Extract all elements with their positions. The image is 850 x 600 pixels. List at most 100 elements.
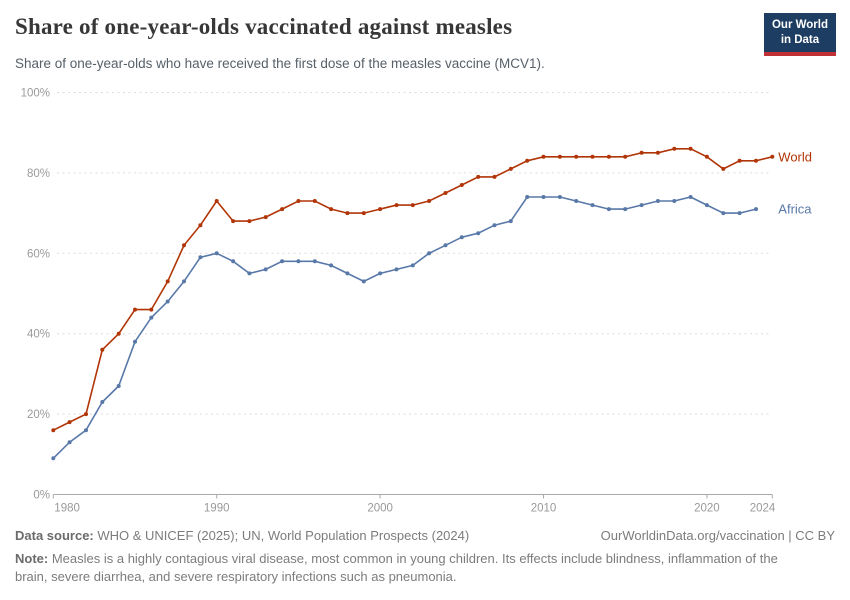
data-point-world[interactable]: [443, 191, 448, 195]
data-point-world[interactable]: [51, 428, 56, 433]
data-point-africa[interactable]: [590, 203, 595, 208]
data-point-world[interactable]: [606, 154, 611, 159]
data-point-world[interactable]: [770, 154, 775, 159]
data-point-africa[interactable]: [280, 259, 285, 264]
data-point-africa[interactable]: [443, 243, 448, 248]
series-line-africa[interactable]: [52, 196, 757, 459]
data-point-africa[interactable]: [427, 251, 432, 256]
data-point-africa[interactable]: [198, 255, 203, 260]
data-point-world[interactable]: [116, 331, 121, 336]
data-point-world[interactable]: [574, 154, 579, 159]
data-point-africa[interactable]: [247, 271, 252, 276]
owid-logo[interactable]: Our World in Data: [763, 13, 836, 56]
data-point-world[interactable]: [214, 199, 219, 203]
data-point-world[interactable]: [100, 347, 105, 352]
data-point-africa[interactable]: [623, 207, 628, 212]
data-point-africa[interactable]: [345, 271, 350, 276]
data-point-africa[interactable]: [476, 231, 481, 236]
data-point-world[interactable]: [655, 150, 660, 155]
data-point-africa[interactable]: [133, 339, 137, 344]
data-point-world[interactable]: [590, 154, 595, 159]
data-point-africa[interactable]: [182, 279, 186, 284]
data-point-africa[interactable]: [67, 440, 72, 445]
data-point-africa[interactable]: [394, 267, 399, 272]
data-point-world[interactable]: [280, 207, 285, 212]
data-point-world[interactable]: [263, 215, 268, 220]
data-point-world[interactable]: [296, 199, 301, 203]
data-point-world[interactable]: [623, 154, 628, 159]
data-point-world[interactable]: [133, 307, 137, 312]
data-point-world[interactable]: [231, 219, 236, 224]
data-point-world[interactable]: [704, 154, 709, 159]
data-point-africa[interactable]: [296, 259, 301, 264]
data-point-africa[interactable]: [410, 263, 415, 268]
data-point-world[interactable]: [639, 150, 644, 155]
data-point-world[interactable]: [459, 183, 464, 187]
data-point-africa[interactable]: [459, 235, 464, 240]
data-point-world[interactable]: [198, 223, 203, 228]
data-point-africa[interactable]: [525, 195, 530, 199]
data-point-world[interactable]: [345, 211, 350, 216]
y-tick-label: 60%: [27, 248, 50, 260]
data-point-africa[interactable]: [378, 271, 383, 276]
data-point-world[interactable]: [754, 158, 758, 163]
data-point-world[interactable]: [492, 174, 497, 179]
data-point-world[interactable]: [410, 203, 415, 208]
data-source-text: WHO & UNICEF (2025); UN, World Populatio…: [93, 528, 470, 543]
data-point-africa[interactable]: [361, 279, 366, 284]
data-point-africa[interactable]: [541, 195, 546, 199]
data-point-africa[interactable]: [100, 400, 105, 404]
data-point-africa[interactable]: [312, 259, 317, 264]
data-point-africa[interactable]: [231, 259, 236, 264]
data-point-africa[interactable]: [165, 299, 170, 304]
data-point-world[interactable]: [557, 154, 562, 159]
data-point-africa[interactable]: [639, 203, 644, 208]
data-point-world[interactable]: [378, 207, 383, 212]
data-point-world[interactable]: [67, 420, 72, 425]
data-point-world[interactable]: [247, 219, 252, 224]
data-point-world[interactable]: [672, 146, 677, 151]
data-point-africa[interactable]: [263, 267, 268, 272]
data-point-africa[interactable]: [84, 428, 88, 433]
data-point-world[interactable]: [312, 199, 317, 203]
data-point-africa[interactable]: [704, 203, 709, 208]
data-point-world[interactable]: [476, 174, 481, 179]
data-point-africa[interactable]: [688, 195, 693, 199]
data-point-world[interactable]: [149, 307, 154, 312]
data-point-world[interactable]: [541, 154, 546, 159]
data-point-world[interactable]: [525, 158, 530, 163]
data-point-africa[interactable]: [214, 251, 219, 256]
data-point-africa[interactable]: [557, 195, 562, 199]
data-point-world[interactable]: [508, 166, 513, 171]
data-point-world[interactable]: [688, 146, 693, 151]
y-tick-label: 0%: [33, 490, 50, 502]
data-point-world[interactable]: [361, 211, 366, 216]
data-point-africa[interactable]: [606, 207, 611, 212]
owid-credit-link[interactable]: OurWorldinData.org/vaccination | CC BY: [600, 528, 835, 543]
chart-subtitle: Share of one-year-olds who have received…: [15, 56, 545, 71]
data-point-africa[interactable]: [149, 315, 154, 320]
data-point-africa[interactable]: [721, 211, 726, 216]
data-point-world[interactable]: [182, 243, 186, 248]
data-point-africa[interactable]: [492, 223, 497, 228]
data-point-africa[interactable]: [737, 211, 742, 216]
data-point-world[interactable]: [737, 158, 742, 163]
data-point-africa[interactable]: [655, 199, 660, 203]
data-point-world[interactable]: [84, 412, 88, 417]
data-point-africa[interactable]: [574, 199, 579, 203]
series-line-world[interactable]: [52, 148, 773, 431]
data-point-world[interactable]: [394, 203, 399, 208]
data-point-africa[interactable]: [672, 199, 677, 203]
data-point-africa[interactable]: [754, 207, 758, 212]
y-tick-label: 20%: [27, 409, 50, 421]
note-text: Measles is a highly contagious viral dis…: [15, 551, 778, 585]
data-point-africa[interactable]: [51, 456, 56, 461]
data-point-world[interactable]: [329, 207, 334, 212]
data-point-africa[interactable]: [508, 219, 513, 224]
data-point-world[interactable]: [165, 279, 170, 284]
data-point-world[interactable]: [427, 199, 432, 203]
data-point-africa[interactable]: [116, 384, 121, 388]
data-point-world[interactable]: [721, 166, 726, 171]
data-point-africa[interactable]: [329, 263, 334, 268]
